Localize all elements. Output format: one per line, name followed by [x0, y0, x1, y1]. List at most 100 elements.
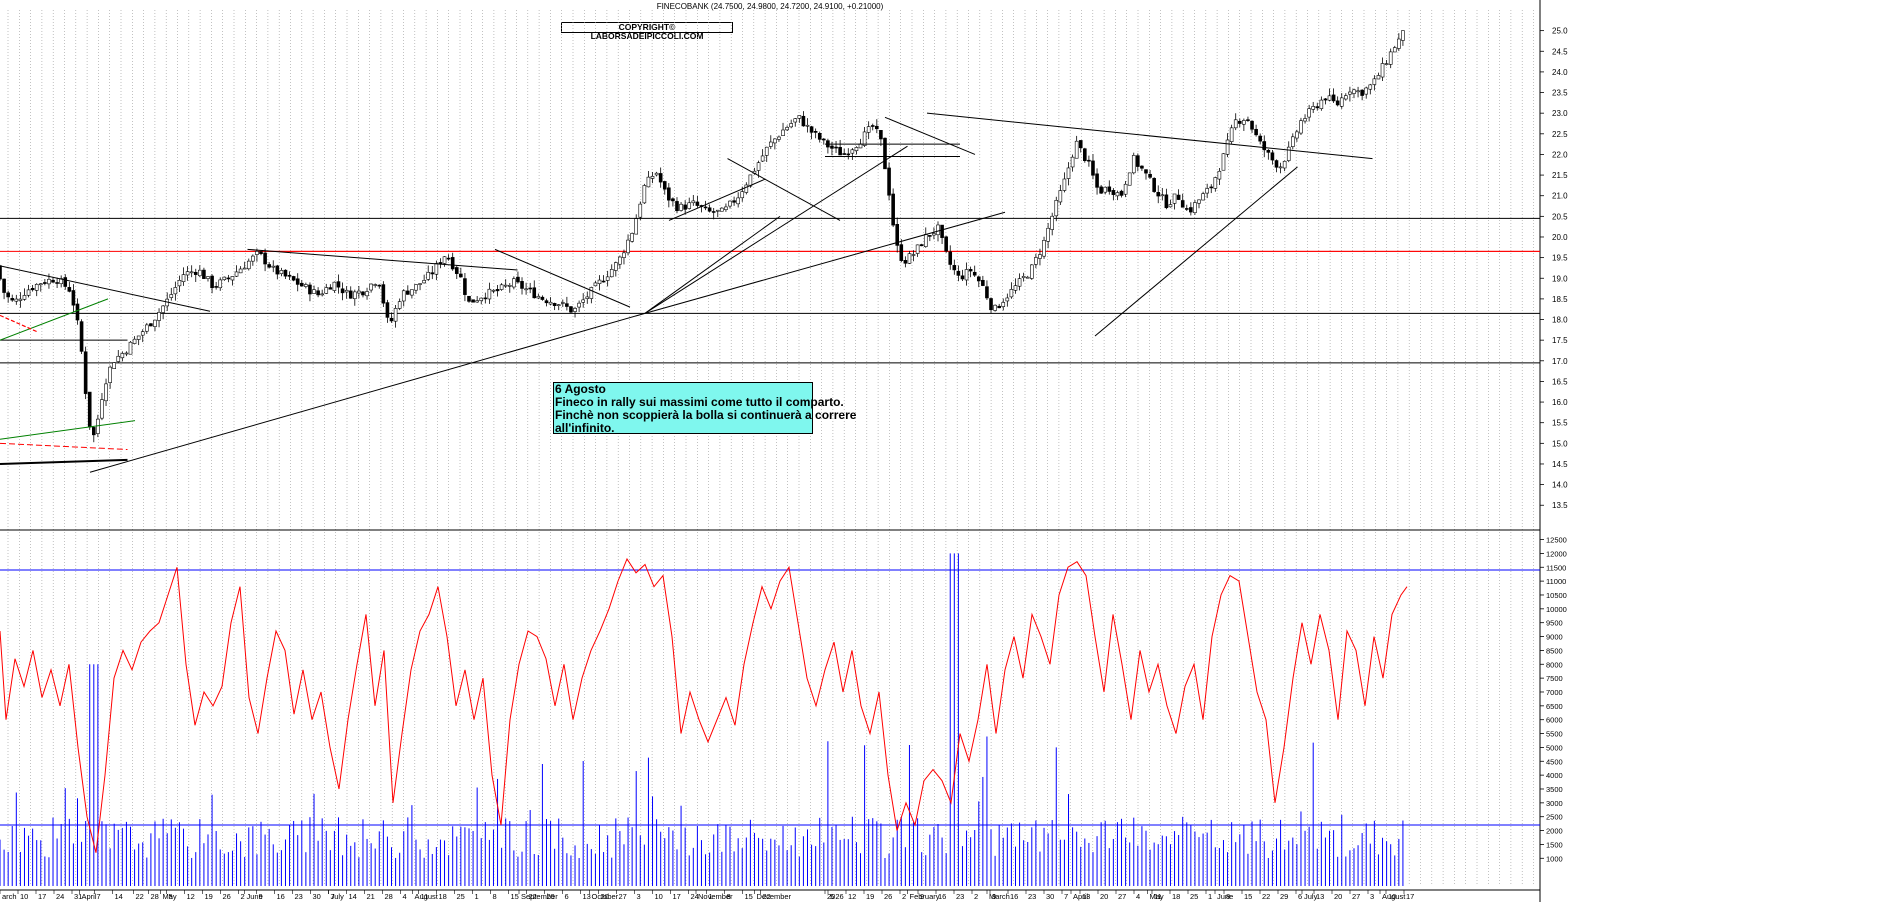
time-tick-label: 7	[1064, 892, 1068, 901]
time-tick-label: 23	[1028, 892, 1036, 901]
candle-body	[1401, 30, 1405, 41]
candle-body	[899, 244, 904, 261]
candle-body	[846, 153, 851, 156]
candle-body	[47, 278, 51, 285]
indicator-tick-label: 2000	[1546, 827, 1563, 836]
candle-body	[875, 125, 879, 130]
candle-body	[850, 149, 855, 154]
candle-body	[463, 278, 467, 295]
candle-body	[618, 256, 622, 265]
candle-body	[862, 131, 867, 146]
price-tick-label: 19.5	[1552, 254, 1568, 263]
time-tick-label: September	[521, 892, 558, 901]
candle-body	[92, 427, 96, 436]
candle-body	[108, 366, 112, 383]
candle-body	[471, 299, 475, 303]
candle-body	[2, 278, 6, 293]
candle-body	[1282, 160, 1287, 169]
candle-body	[483, 297, 488, 300]
candle-body	[1388, 51, 1393, 65]
time-tick-label: 2026	[827, 892, 844, 901]
candle-body	[324, 287, 329, 294]
candle-body	[193, 271, 198, 275]
time-tick-label: 19	[205, 892, 213, 901]
candle-body	[805, 124, 810, 127]
candle-body	[728, 200, 732, 207]
candle-body	[116, 355, 121, 362]
candle-body	[1205, 188, 1209, 194]
trend-line	[247, 248, 518, 271]
candle-body	[626, 239, 630, 254]
candle-body	[340, 288, 345, 294]
candle-body	[813, 131, 818, 133]
candle-body	[565, 303, 569, 307]
candle-body	[246, 260, 251, 270]
candle-body	[377, 284, 382, 287]
candle-body	[1270, 152, 1275, 161]
candle-body	[381, 284, 386, 304]
candle-body	[1087, 159, 1091, 162]
candle-body	[1327, 95, 1332, 101]
time-tick-label: 23	[295, 892, 303, 901]
candle-body	[675, 201, 679, 212]
candle-body	[981, 279, 985, 286]
candle-body	[1254, 128, 1258, 136]
candle-body	[1193, 202, 1197, 213]
time-tick-label: 14	[115, 892, 123, 901]
time-tick-label: 9	[259, 892, 263, 901]
time-tick-label: 16	[277, 892, 285, 901]
candle-body	[450, 257, 455, 270]
candle-body	[768, 141, 773, 147]
candle-body	[459, 273, 463, 278]
indicator-tick-label: 11500	[1546, 563, 1566, 572]
indicator-tick-label: 7000	[1546, 688, 1563, 697]
candle-body	[1356, 90, 1360, 93]
candle-body	[1189, 207, 1193, 213]
candle-body	[291, 276, 296, 281]
candle-body	[136, 335, 141, 340]
candle-body	[267, 264, 271, 268]
candle-body	[911, 254, 916, 256]
candle-body	[544, 300, 549, 304]
price-tick-label: 20.5	[1552, 212, 1568, 221]
candle-body	[671, 198, 675, 202]
time-tick-label: 13	[1082, 892, 1090, 901]
trend-line	[644, 215, 781, 314]
candle-body	[316, 290, 320, 296]
candle-body	[679, 203, 683, 211]
candle-body	[724, 206, 728, 210]
candle-body	[153, 319, 157, 327]
price-tick-label: 24.0	[1552, 68, 1568, 77]
candle-body	[601, 280, 606, 283]
candle-body	[940, 224, 944, 238]
candle-body	[234, 271, 239, 277]
candle-body	[0, 265, 2, 280]
time-tick-label: 20	[1100, 892, 1108, 901]
candle-body	[1262, 141, 1267, 151]
time-tick-label: 22	[529, 892, 537, 901]
time-tick-label: 11	[421, 892, 429, 901]
candle-body	[145, 324, 149, 332]
candle-body	[348, 290, 353, 299]
annotation-date: 6 Agosto	[555, 382, 606, 396]
candle-body	[1144, 169, 1148, 174]
candle-body	[593, 282, 598, 287]
candle-body	[1148, 173, 1152, 178]
candle-body	[1242, 120, 1246, 125]
time-tick-label: 15	[745, 892, 753, 901]
candle-body	[948, 251, 953, 265]
candle-body	[960, 275, 965, 280]
trend-line	[494, 248, 631, 308]
candle-body	[1070, 156, 1075, 168]
candle-body	[373, 284, 378, 286]
time-tick-label: August	[415, 892, 439, 901]
time-tick-label: December	[757, 892, 792, 901]
candle-body	[1034, 257, 1038, 265]
time-tick-label: 7	[331, 892, 335, 901]
candle-body	[491, 289, 496, 292]
time-tick-label: 6	[1298, 892, 1302, 901]
time-tick-label: arch	[2, 892, 17, 901]
price-tick-label: 16.5	[1552, 377, 1568, 386]
candle-body	[605, 276, 610, 281]
candle-body	[1123, 183, 1128, 195]
